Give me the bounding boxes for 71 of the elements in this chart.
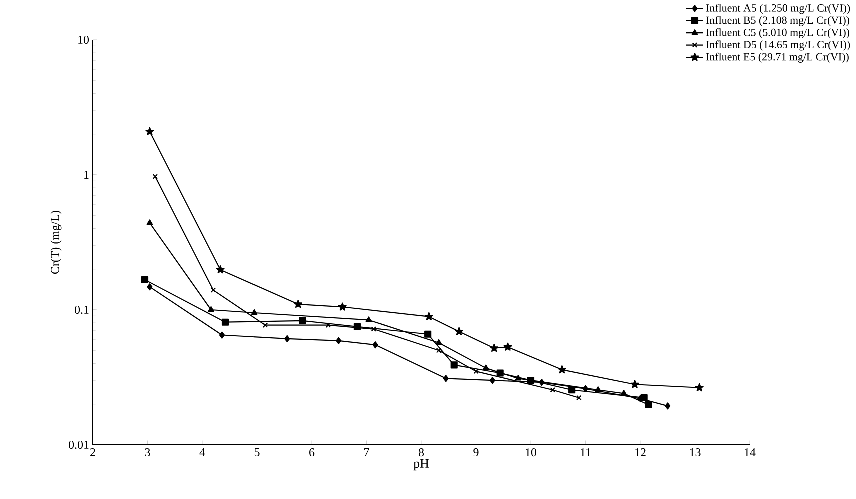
point [582, 385, 589, 393]
point [640, 394, 648, 402]
legend-label: Influent B5 (2.108 mg/L Cr(VI)) [706, 16, 850, 26]
legend-label: Influent D5 (14.65 mg/L Cr(VI)) [706, 40, 850, 51]
x-tick-label: 2 [90, 448, 96, 456]
point [436, 348, 442, 354]
point [262, 322, 268, 328]
point [620, 390, 628, 396]
point [490, 377, 496, 384]
point [450, 362, 458, 369]
point [216, 266, 225, 274]
y-axis-title: Cr(T) (mg/L) [50, 210, 62, 274]
point [366, 316, 372, 322]
x-tick-label: 11 [581, 448, 591, 456]
x-tick-label: 3 [145, 448, 150, 457]
legend-label: Influent E5 (29.71 mg/L Cr(VI)) [706, 52, 849, 63]
y-tick-label: 0.01 [69, 440, 89, 450]
point [372, 342, 378, 349]
point [294, 300, 303, 308]
point [474, 368, 479, 374]
point [568, 386, 576, 394]
point [490, 344, 499, 352]
x-tick-label: 13 [690, 448, 701, 457]
legend-label: Influent A5 (1.250 mg/L Cr(VI)) [706, 4, 850, 14]
x-axis-title: pH [414, 459, 430, 471]
x-tick-label: 9 [474, 448, 479, 457]
point [504, 342, 512, 351]
point [539, 379, 545, 386]
legend-label: Influent C5 (5.010 mg/L Cr(VI)) [706, 28, 850, 39]
point [146, 220, 154, 226]
point [558, 365, 566, 374]
point [424, 330, 432, 338]
y-tick-label: 10 [78, 36, 90, 44]
point [141, 276, 149, 284]
point [695, 383, 704, 392]
point [336, 337, 342, 344]
point [443, 375, 449, 382]
point [550, 387, 556, 393]
x-tick-label: 10 [526, 448, 537, 457]
point [424, 312, 434, 321]
point [482, 364, 490, 370]
x-tick-label: 14 [745, 448, 756, 456]
point [146, 127, 154, 136]
point [515, 375, 522, 381]
point [210, 288, 216, 293]
point [251, 309, 258, 316]
point [299, 317, 306, 324]
point [222, 318, 230, 326]
x-tick-label: 12 [636, 448, 646, 456]
point [284, 335, 290, 343]
y-tick-label: 0.1 [74, 306, 89, 314]
point [595, 386, 602, 392]
point [147, 283, 153, 291]
point [371, 326, 377, 332]
point [455, 327, 464, 336]
y-tick-label: 1 [84, 171, 89, 179]
x-tick-label: 4 [200, 448, 206, 456]
point [665, 402, 671, 410]
point [436, 339, 442, 346]
point [354, 323, 361, 330]
point [527, 377, 535, 384]
x-tick-label: 7 [364, 448, 370, 456]
x-tick-label: 6 [310, 448, 315, 457]
point [219, 332, 226, 339]
x-tick-label: 5 [254, 448, 260, 456]
point [326, 322, 332, 328]
point [338, 302, 347, 311]
point [630, 380, 640, 388]
point [208, 306, 214, 312]
point [496, 370, 504, 377]
x-tick-label: 8 [418, 448, 424, 457]
